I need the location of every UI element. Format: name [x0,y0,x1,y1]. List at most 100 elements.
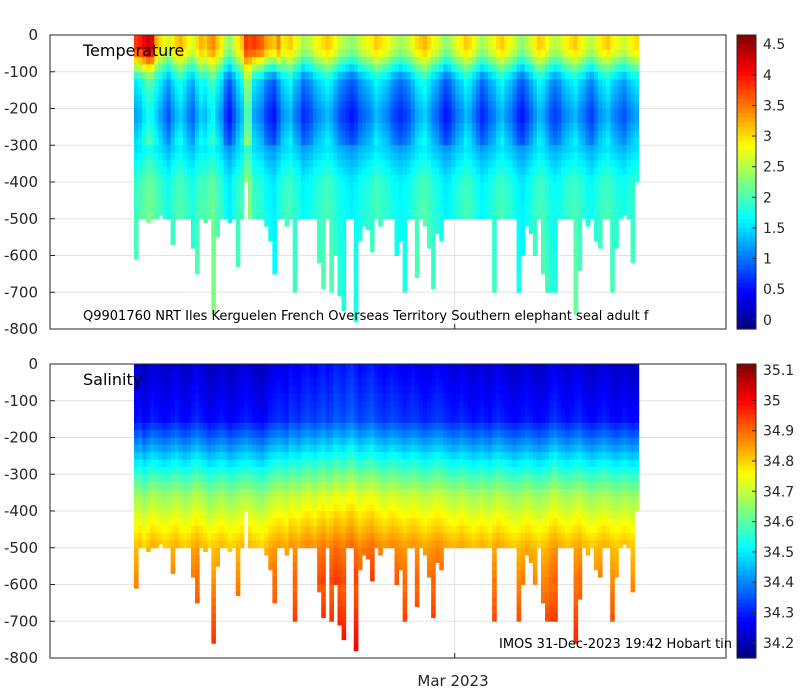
heatmap-cell [597,49,603,58]
heatmap-cell [154,137,159,146]
heatmap-cell [321,444,326,453]
heatmap-cell [235,115,241,124]
heatmap-cell [304,466,310,475]
heatmap-cell [276,86,282,95]
heatmap-cell [431,182,436,190]
profile-column [585,35,591,227]
heatmap-cell [288,35,294,43]
heatmap-cell [211,196,216,205]
heatmap-cell [272,196,277,205]
heatmap-cell [353,159,359,168]
heatmap-cell [431,130,436,139]
heatmap-cell [317,35,322,43]
heatmap-cell [166,182,172,190]
heatmap-cell [484,182,489,190]
heatmap-cell [162,86,168,95]
colorbar-segment [737,122,756,128]
heatmap-cell [431,277,436,286]
heatmap-cell [614,42,619,51]
profile-column [313,35,318,220]
heatmap-cell [223,430,229,438]
heatmap-cell [313,79,318,87]
heatmap-cell [545,35,550,43]
heatmap-cell [292,511,298,519]
profile-column [357,35,363,242]
heatmap-cell [207,79,212,87]
heatmap-cell [370,35,375,43]
heatmap-cell [186,466,192,475]
profile-column [146,35,151,223]
heatmap-cell [280,488,286,497]
heatmap-cell [203,196,208,205]
heatmap-cell [488,152,493,161]
heatmap-cell [243,466,249,475]
heatmap-cell [402,270,408,279]
heatmap-cell [317,452,322,461]
heatmap-cell [138,503,143,512]
heatmap-cell [199,533,204,541]
heatmap-cell [427,167,432,176]
heatmap-cell [593,79,599,87]
heatmap-cell [211,511,216,519]
heatmap-cell [541,123,546,132]
heatmap-cell [158,79,164,87]
heatmap-cell [410,137,416,146]
heatmap-cell [488,93,493,102]
heatmap-cell [386,57,391,65]
heatmap-cell [134,108,139,117]
heatmap-cell [304,57,310,65]
heatmap-cell [268,408,273,416]
heatmap-cell [532,71,538,80]
heatmap-cell [317,562,322,571]
heatmap-cell [219,101,225,109]
heatmap-cell [553,233,558,242]
heatmap-cell [479,42,485,51]
heatmap-cell [317,430,322,438]
heatmap-cell [166,167,172,176]
heatmap-cell [467,174,473,183]
heatmap-cell [182,481,188,490]
heatmap-cell [231,393,237,402]
heatmap-cell [516,277,522,286]
heatmap-cell [276,422,282,431]
heatmap-cell [520,123,526,132]
heatmap-cell [146,211,151,220]
heatmap-cell [260,393,265,402]
heatmap-cell [467,182,473,190]
heatmap-cell [610,71,615,80]
heatmap-cell [455,137,461,146]
heatmap-cell [317,115,322,124]
heatmap-cell [577,42,583,51]
heatmap-cell [431,49,436,58]
heatmap-cell [589,167,595,176]
heatmap-cell [150,145,155,154]
heatmap-cell [345,49,351,58]
profile-column [622,35,627,216]
heatmap-cell [333,182,339,190]
heatmap-cell [545,137,550,146]
heatmap-cell [276,481,282,490]
heatmap-cell [223,378,229,387]
heatmap-cell [252,196,257,205]
heatmap-cell [431,101,436,109]
heatmap-cell [190,204,196,212]
heatmap-cell [292,93,298,102]
heatmap-cell [439,35,444,43]
heatmap-cell [614,108,619,117]
heatmap-cell [146,152,151,161]
heatmap-cell [304,378,310,387]
heatmap-cell [410,35,416,43]
heatmap-cell [398,79,404,87]
heatmap-cell [243,145,249,154]
heatmap-cell [618,130,623,139]
heatmap-cell [138,466,143,475]
heatmap-cell [146,393,151,402]
heatmap-cell [333,115,339,124]
heatmap-cell [207,145,212,154]
heatmap-cell [471,130,477,139]
heatmap-cell [304,204,310,212]
heatmap-cell [610,218,615,227]
heatmap-cell [508,211,514,220]
heatmap-cell [622,145,627,154]
heatmap-cell [211,64,216,73]
